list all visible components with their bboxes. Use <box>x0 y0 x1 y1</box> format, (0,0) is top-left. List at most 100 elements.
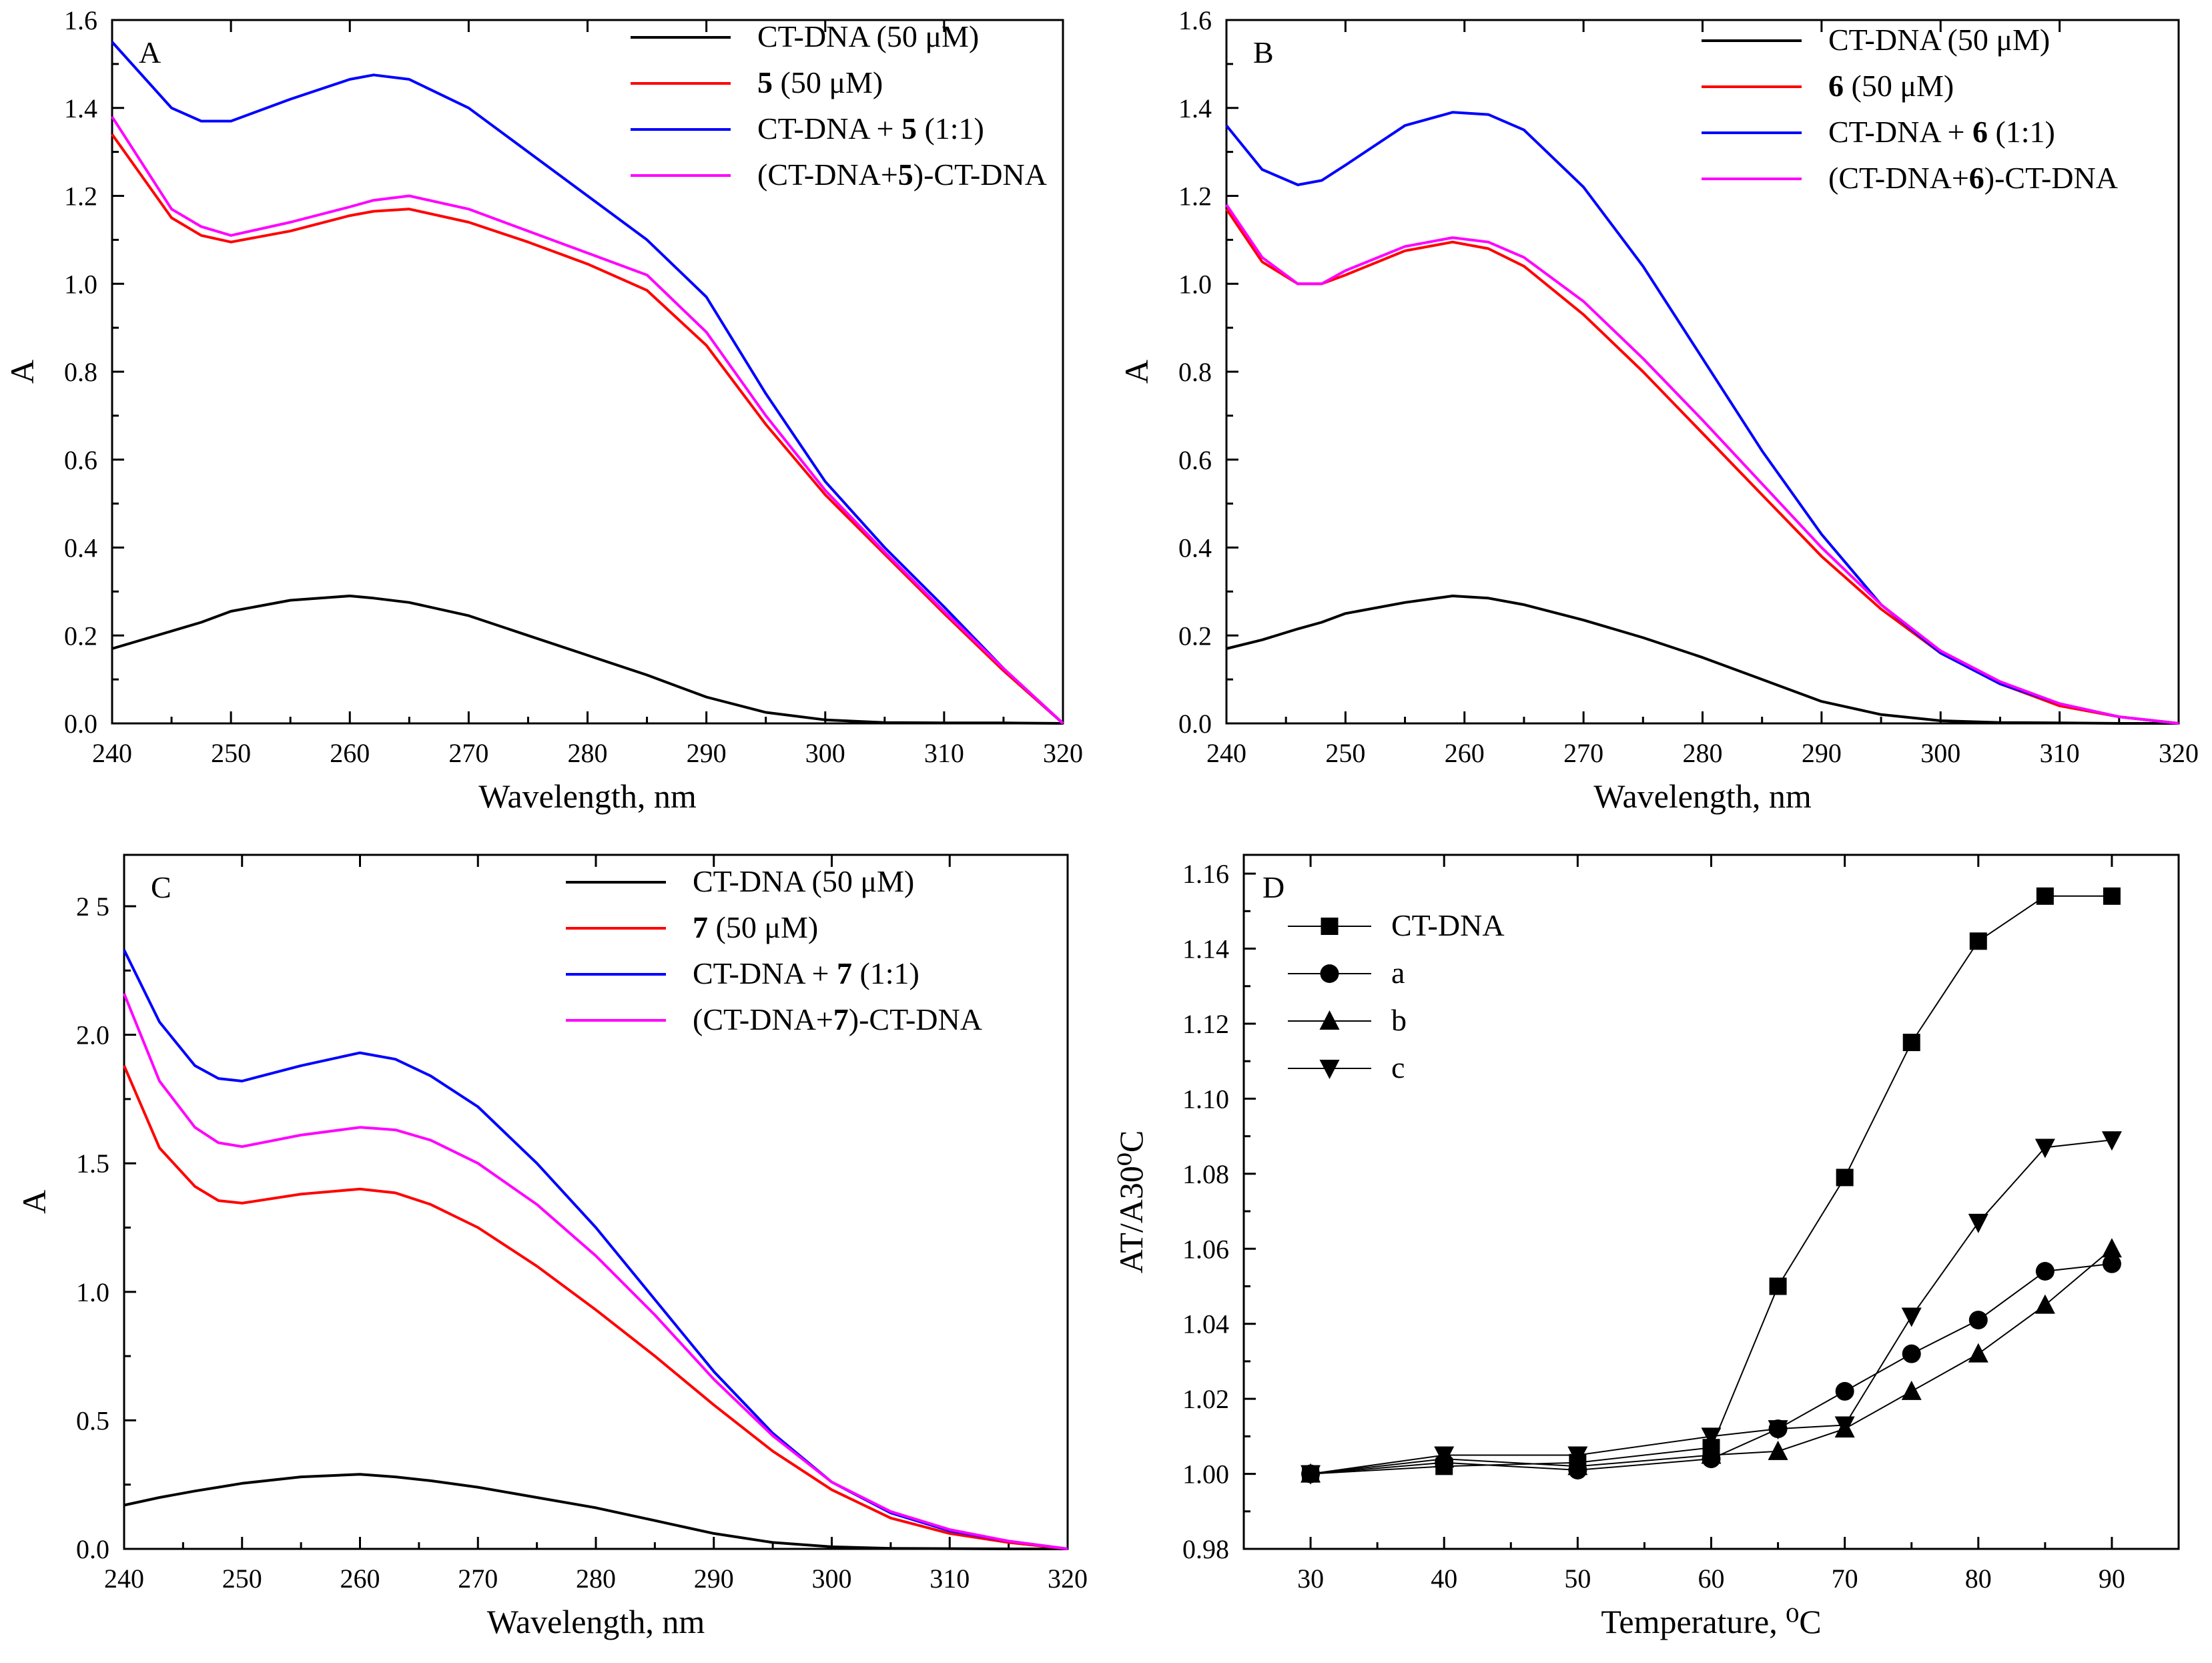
x-tick-label: 280 <box>568 738 608 768</box>
legend-label: CT-DNA <box>1391 908 1505 942</box>
legend-label: CT-DNA (50 μM) <box>693 864 914 898</box>
y-tick-label: 1.10 <box>1182 1084 1229 1114</box>
legend-label-suffix: (1:1) <box>1988 115 2055 149</box>
legend-label-compound: 5 <box>901 111 917 145</box>
legend-label-prefix: (CT-DNA+ <box>1828 161 1969 195</box>
legend-label-compound: 5 <box>757 65 773 99</box>
legend-label-suffix: (50 μM) <box>1844 69 1954 103</box>
data-point-triangle-down <box>2101 1131 2122 1151</box>
series-line-0 <box>123 1473 1068 1550</box>
x-tick-label: 320 <box>2159 738 2199 768</box>
panel-a-uv-spectrum-compound-5: 240 250 260 270 280 290 300 310 320 0.0 0.2 0.4 0.6 0… <box>3 5 1083 815</box>
data-point-triangle-down <box>1567 1446 1588 1466</box>
x-tick-label: 320 <box>1043 738 1083 768</box>
y-tick-label: 1.16 <box>1182 859 1229 889</box>
legend-label-compound: 7 <box>837 956 852 990</box>
x-tick-label: 30 <box>1297 1564 1324 1594</box>
legend-label-compound: 7 <box>693 910 708 944</box>
series-line-1 <box>123 1065 1068 1550</box>
data-point-circle <box>2102 1254 2121 1273</box>
panel-b-uv-spectrum-compound-6: 240 250 260 270 280 290 300 310 320 0.0 0.2 0.4 0.6 0… <box>1118 5 2199 815</box>
legend-label: CT-DNA + 6 (1:1) <box>1828 115 2055 149</box>
legend-label-suffix: )-CT-DNA <box>913 157 1047 192</box>
x-tick-label: 270 <box>1563 738 1603 768</box>
data-point-triangle-down <box>2035 1138 2055 1158</box>
series-line-2 <box>1225 111 2179 725</box>
legend-label-prefix: CT-DNA + <box>757 111 901 145</box>
legend-label-compound: 5 <box>898 157 913 192</box>
x-tick-label: 280 <box>1683 738 1723 768</box>
x-tick-label: 300 <box>805 738 845 768</box>
y-tick-label: 0.8 <box>64 357 97 387</box>
legend-label-prefix: CT-DNA (50 μM) <box>693 864 914 898</box>
data-point-triangle-down <box>1768 1420 1788 1440</box>
legend-label-suffix: )-CT-DNA <box>1984 161 2118 195</box>
x-tick-label: 300 <box>812 1564 852 1594</box>
series-line-2 <box>1310 1248 2113 1475</box>
y-tick-label: 1.6 <box>1178 5 1212 35</box>
plot-frame <box>123 854 1069 1550</box>
y-tick-label: 0.6 <box>1178 445 1212 475</box>
data-point-triangle-up <box>1701 1444 1722 1464</box>
x-axis-title: Wavelength, nm <box>478 777 697 815</box>
data-point-circle <box>1968 1311 1988 1330</box>
series-line-3 <box>1310 1139 2113 1475</box>
panel-d-thermal-melting-curves: 30 40 50 60 70 80 90 0.98 1.00 1.02 1.04 1.06 1.08 1.… <box>1112 854 2180 1640</box>
x-tick-label: 240 <box>92 738 132 768</box>
y-tick-label: 0.5 <box>76 1405 109 1435</box>
y-tick-label: 1.00 <box>1182 1459 1229 1489</box>
legend-label: 6 (50 μM) <box>1828 69 1954 103</box>
legend-label-prefix: CT-DNA (50 μM) <box>1828 23 2050 57</box>
x-tick-label: 260 <box>340 1564 380 1594</box>
x-tick-label: 310 <box>930 1564 970 1594</box>
y-tick-label: 1.6 <box>64 5 97 35</box>
data-point-square <box>1902 1034 1920 1052</box>
series-line-3 <box>111 115 1064 725</box>
y-tick-label: 1.2 <box>64 182 97 212</box>
data-point-triangle-down <box>1434 1446 1455 1466</box>
panel-c-uv-spectrum-compound-7: 240 250 260 270 280 290 300 310 320 0.0 0.5 1.0 1.5 2… <box>15 854 1088 1640</box>
legend-label-suffix: (1:1) <box>852 956 919 990</box>
data-point-triangle-down <box>1301 1465 1321 1485</box>
series-line-1 <box>111 133 1064 725</box>
data-point-circle <box>2035 1262 2055 1281</box>
x-tick-label: 250 <box>211 738 251 768</box>
x-tick-label: 60 <box>1698 1564 1725 1594</box>
x-tick-label: 50 <box>1564 1564 1591 1594</box>
legend-marker-square <box>1321 918 1339 935</box>
legend-label-compound: 6 <box>1972 115 1988 149</box>
y-tick-label: 2 5 <box>76 892 109 922</box>
y-tick-label: 0.0 <box>1178 709 1212 739</box>
legend-label-compound: 6 <box>1828 69 1844 103</box>
legend-label-suffix: (50 μM) <box>773 65 883 99</box>
legend-marker-triangle-down <box>1319 1060 1340 1079</box>
y-tick-label: 0.98 <box>1182 1534 1229 1564</box>
legend-label-compound: 6 <box>1969 161 1984 195</box>
data-point-triangle-down <box>1968 1213 1988 1233</box>
data-point-triangle-down <box>1701 1427 1722 1447</box>
data-point-square <box>1769 1277 1787 1295</box>
y-tick-label: 1.06 <box>1182 1234 1229 1264</box>
x-tick-label: 90 <box>2099 1564 2125 1594</box>
legend-label: (CT-DNA+6)-CT-DNA <box>1828 161 2118 195</box>
data-point-triangle-up <box>1768 1440 1788 1460</box>
y-tick-label: 1.04 <box>1182 1309 1229 1339</box>
x-tick-label: 290 <box>687 738 727 768</box>
legend-label-suffix: (1:1) <box>917 111 984 145</box>
y-tick-label: 1.2 <box>1178 182 1212 212</box>
x-tick-label: 270 <box>448 738 488 768</box>
x-axis-title: Temperature, ⁰C <box>1601 1603 1821 1640</box>
y-tick-label: 1.14 <box>1182 934 1229 964</box>
panel-letter: C <box>151 870 171 904</box>
y-axis-title: A <box>15 1190 53 1214</box>
y-tick-label: 1.12 <box>1182 1009 1229 1039</box>
y-axis-title: AT/A30⁰C <box>1112 1130 1150 1274</box>
legend-label-suffix: (50 μM) <box>708 910 818 944</box>
series-line-1 <box>1225 208 2179 725</box>
legend-label-prefix: CT-DNA + <box>1828 115 1972 149</box>
legend-label: a <box>1391 956 1405 990</box>
y-tick-label: 1.0 <box>1178 269 1212 299</box>
x-tick-label: 270 <box>458 1564 498 1594</box>
data-point-circle <box>1835 1381 1854 1401</box>
